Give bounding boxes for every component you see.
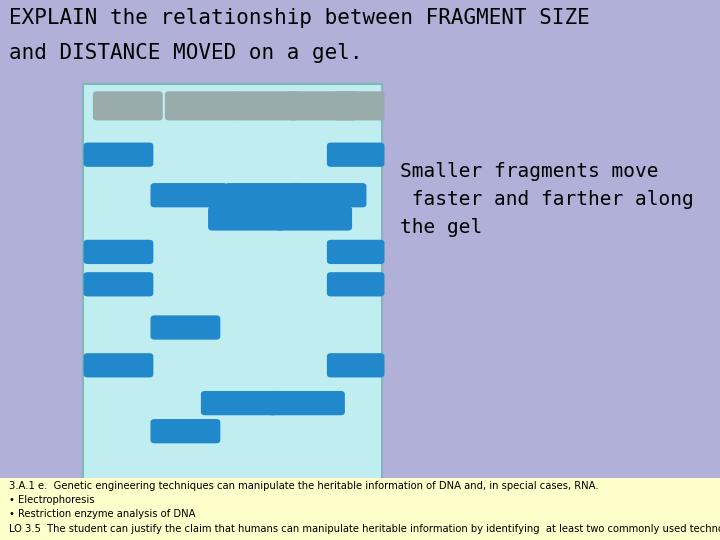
Text: EXPLAIN the relationship between FRAGMENT SIZE: EXPLAIN the relationship between FRAGMEN… xyxy=(9,8,590,28)
FancyBboxPatch shape xyxy=(230,91,300,120)
FancyBboxPatch shape xyxy=(287,91,357,120)
FancyBboxPatch shape xyxy=(84,272,153,296)
FancyBboxPatch shape xyxy=(84,240,153,264)
FancyBboxPatch shape xyxy=(150,183,228,207)
FancyBboxPatch shape xyxy=(327,143,384,167)
FancyBboxPatch shape xyxy=(208,206,285,231)
FancyBboxPatch shape xyxy=(333,91,384,120)
FancyBboxPatch shape xyxy=(289,183,366,207)
FancyBboxPatch shape xyxy=(327,240,384,264)
Text: and DISTANCE MOVED on a gel.: and DISTANCE MOVED on a gel. xyxy=(9,43,362,63)
FancyBboxPatch shape xyxy=(327,353,384,377)
FancyBboxPatch shape xyxy=(268,391,345,415)
FancyBboxPatch shape xyxy=(83,84,382,483)
FancyBboxPatch shape xyxy=(150,315,220,340)
Text: 3.A.1 e.  Genetic engineering techniques can manipulate the heritable informatio: 3.A.1 e. Genetic engineering techniques … xyxy=(9,481,720,534)
FancyBboxPatch shape xyxy=(93,91,163,120)
FancyBboxPatch shape xyxy=(327,272,384,296)
FancyBboxPatch shape xyxy=(165,91,235,120)
FancyBboxPatch shape xyxy=(275,206,352,231)
FancyBboxPatch shape xyxy=(84,353,153,377)
FancyBboxPatch shape xyxy=(84,143,153,167)
FancyBboxPatch shape xyxy=(0,478,720,540)
FancyBboxPatch shape xyxy=(150,419,220,443)
FancyBboxPatch shape xyxy=(201,391,278,415)
Text: Smaller fragments move
 faster and farther along
the gel: Smaller fragments move faster and farthe… xyxy=(400,163,693,237)
FancyBboxPatch shape xyxy=(225,183,302,207)
